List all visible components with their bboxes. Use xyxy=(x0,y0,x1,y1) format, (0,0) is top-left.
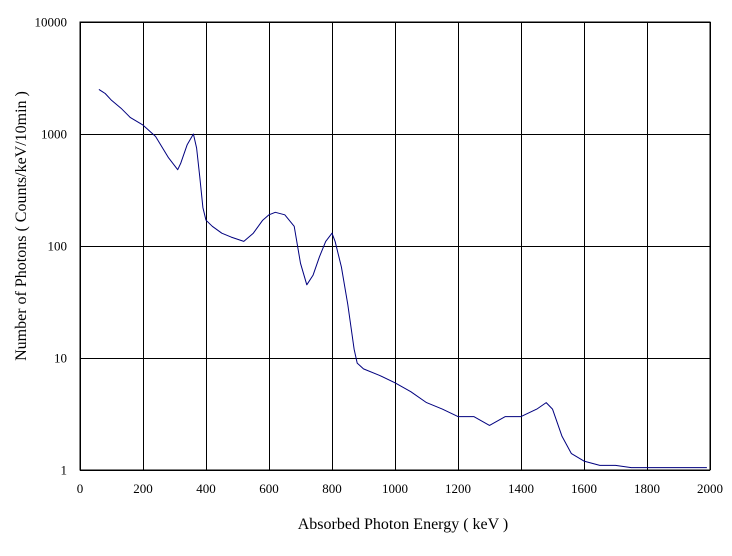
x-tick-label: 400 xyxy=(196,481,216,496)
series-line xyxy=(98,88,707,469)
x-tick-label: 600 xyxy=(259,481,279,496)
y-tick-label: 1000 xyxy=(41,127,67,142)
x-tick-label: 2000 xyxy=(697,481,723,496)
x-tick-label: 1800 xyxy=(634,481,660,496)
x-tick-label: 1000 xyxy=(382,481,408,496)
grid xyxy=(80,22,711,471)
y-tick-label: 1 xyxy=(61,463,68,478)
x-tick-label: 0 xyxy=(77,481,84,496)
x-tick-labels: 0 200 400 600 800 1000 1200 1400 1600 1800 2000 xyxy=(77,481,723,496)
y-tick-label: 10 xyxy=(54,351,67,366)
plot-area-frame xyxy=(79,21,711,471)
y-tick-labels: 1 10 100 1000 10000 xyxy=(35,15,68,478)
x-tick-label: 1400 xyxy=(508,481,534,496)
x-tick-label: 1200 xyxy=(445,481,471,496)
series-layer xyxy=(98,88,707,469)
x-tick-label: 200 xyxy=(133,481,153,496)
x-tick-label: 1600 xyxy=(571,481,597,496)
y-tick-label: 10000 xyxy=(35,15,68,30)
y-tick-label: 100 xyxy=(48,239,68,254)
y-axis-title: Number of Photons ( Counts/keV/10min ) xyxy=(13,91,30,361)
x-tick-label: 800 xyxy=(322,481,342,496)
x-axis-title: Absorbed Photon Energy ( keV ) xyxy=(298,516,509,533)
